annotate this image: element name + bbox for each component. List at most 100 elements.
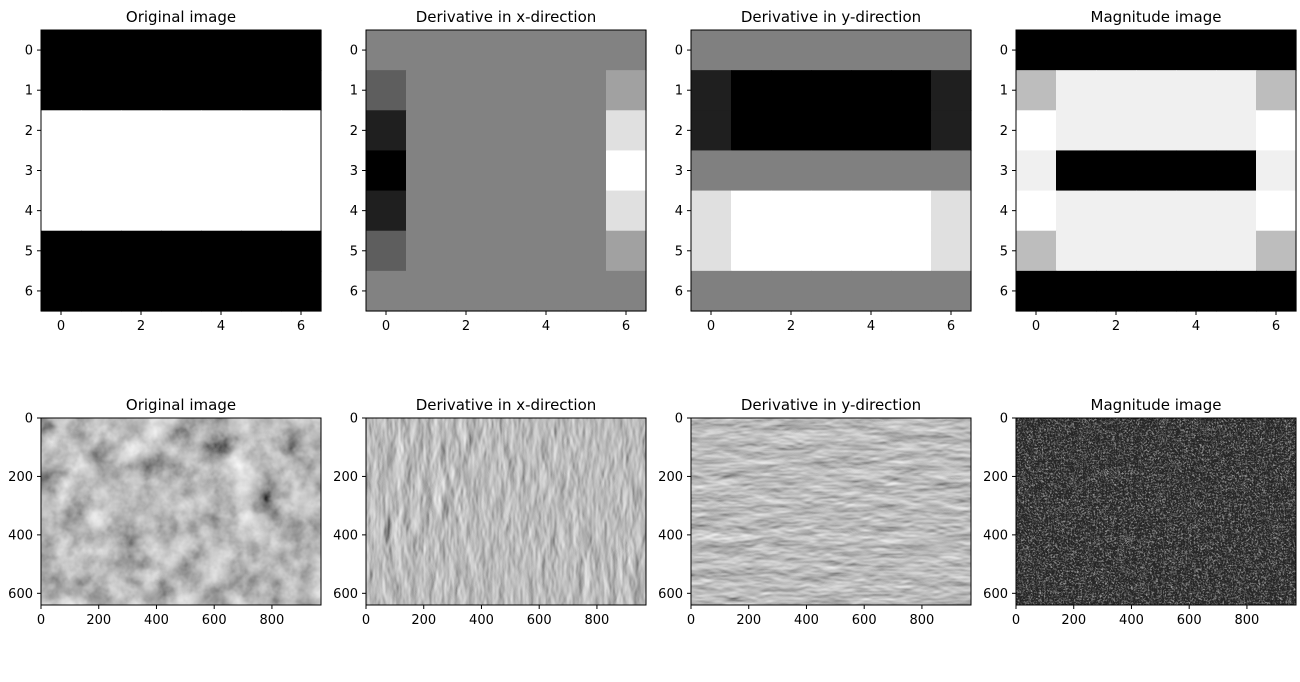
- y-tick-label: 600: [8, 587, 33, 602]
- pixel-cell: [41, 30, 82, 71]
- panel-title: Magnitude image: [1091, 396, 1222, 414]
- pixel-cell: [241, 270, 282, 312]
- x-tick-label: 2: [462, 319, 470, 334]
- pixel-cell: [891, 230, 932, 272]
- pixel-cell: [41, 70, 82, 111]
- pixel-cell: [1176, 30, 1217, 71]
- pixel-cell: [1056, 190, 1097, 232]
- pixel-cell: [891, 70, 932, 111]
- pixel-cell: [1256, 70, 1297, 111]
- x-tick-label: 400: [469, 613, 494, 628]
- pixel-cell: [281, 270, 322, 312]
- pixel-cell: [606, 270, 647, 312]
- pixel-cell: [1176, 190, 1217, 232]
- x-tick-label: 600: [202, 613, 227, 628]
- panel-title: Original image: [126, 396, 236, 414]
- pixel-cell: [486, 110, 527, 152]
- y-tick-label: 6: [675, 284, 683, 299]
- pixel-cell: [1216, 70, 1257, 111]
- y-tick-label: 6: [25, 284, 33, 299]
- pixel-cell: [731, 70, 772, 111]
- x-tick-label: 0: [687, 613, 695, 628]
- pixel-cell: [811, 270, 852, 312]
- pixel-cell: [566, 110, 607, 152]
- pixel-cell: [81, 230, 122, 272]
- pixel-cell: [811, 150, 852, 192]
- photo-image: [41, 418, 321, 605]
- x-tick-label: 4: [542, 319, 550, 334]
- pixel-cell: [891, 270, 932, 312]
- pixel-cell: [41, 190, 82, 232]
- pixel-cell: [931, 190, 972, 232]
- x-tick-label: 400: [1119, 613, 1144, 628]
- pixel-cell: [731, 230, 772, 272]
- pixel-cell: [1096, 110, 1137, 152]
- panel-3: Derivative in y-direction 0 2 4 6 0 1 2 3 4 5 6: [675, 8, 972, 334]
- x-tick-label: 800: [585, 613, 610, 628]
- y-tick-label: 1: [25, 84, 33, 99]
- pixel-cell: [121, 70, 162, 111]
- pixel-cell: [1256, 230, 1297, 272]
- pixel-cell: [281, 70, 322, 111]
- pixel-cell: [1136, 230, 1177, 272]
- pixel-cell: [81, 110, 122, 152]
- pixel-cell: [406, 190, 447, 232]
- pixel-cell: [486, 150, 527, 192]
- pixel-cell: [691, 230, 732, 272]
- y-tick-label: 0: [350, 44, 358, 59]
- pixel-cell: [811, 70, 852, 111]
- pixel-cell: [566, 270, 607, 312]
- axes-frame: [40, 417, 322, 606]
- pixel-cell: [851, 270, 892, 312]
- axes-frame: [1015, 417, 1297, 606]
- y-tick-label: 400: [333, 528, 358, 543]
- pixel-cell: [281, 110, 322, 152]
- x-tick-label: 2: [1112, 319, 1120, 334]
- pixel-cell: [1216, 190, 1257, 232]
- pixel-cell: [566, 70, 607, 111]
- pixel-cell: [406, 150, 447, 192]
- x-tick-label: 0: [362, 613, 370, 628]
- axes-frame: [365, 417, 647, 606]
- pixel-cell: [121, 150, 162, 192]
- pixel-cell: [121, 230, 162, 272]
- pixel-cell: [851, 230, 892, 272]
- pixel-cell: [1016, 190, 1057, 232]
- y-tick-label: 5: [675, 244, 683, 259]
- pixel-cell: [1016, 70, 1057, 111]
- y-tick-label: 0: [25, 44, 33, 59]
- panel-2: Derivative in x-direction 0 2 4 6 0 1 2 3 4 5 6: [350, 8, 647, 334]
- y-tick-label: 1: [675, 84, 683, 99]
- pixel-cell: [161, 70, 202, 111]
- pixel-cell: [771, 190, 812, 232]
- pixel-cell: [811, 30, 852, 71]
- pixel-cell: [81, 270, 122, 312]
- pixel-cell: [161, 270, 202, 312]
- x-tick-label: 2: [137, 319, 145, 334]
- pixel-cell: [1056, 150, 1097, 192]
- pixel-cell: [41, 150, 82, 192]
- x-tick-label: 6: [297, 319, 305, 334]
- pixel-cell: [366, 150, 407, 192]
- pixel-cell: [486, 30, 527, 71]
- pixel-cell: [566, 230, 607, 272]
- pixel-cell: [1056, 30, 1097, 71]
- pixel-cell: [931, 30, 972, 71]
- y-tick-label: 2: [350, 124, 358, 139]
- pixel-cell: [1256, 270, 1297, 312]
- x-tick-label: 200: [86, 613, 111, 628]
- y-tick-label: 2: [25, 124, 33, 139]
- y-tick-label: 0: [1000, 412, 1008, 427]
- pixel-cell: [121, 110, 162, 152]
- pixel-cell: [1176, 230, 1217, 272]
- x-tick-label: 6: [622, 319, 630, 334]
- pixel-cell: [366, 70, 407, 111]
- pixel-cell: [446, 230, 487, 272]
- pixel-cell: [486, 230, 527, 272]
- x-tick-label: 400: [144, 613, 169, 628]
- pixel-cell: [771, 70, 812, 111]
- pixel-cell: [606, 110, 647, 152]
- pixel-cell: [486, 190, 527, 232]
- pixel-cell: [1216, 150, 1257, 192]
